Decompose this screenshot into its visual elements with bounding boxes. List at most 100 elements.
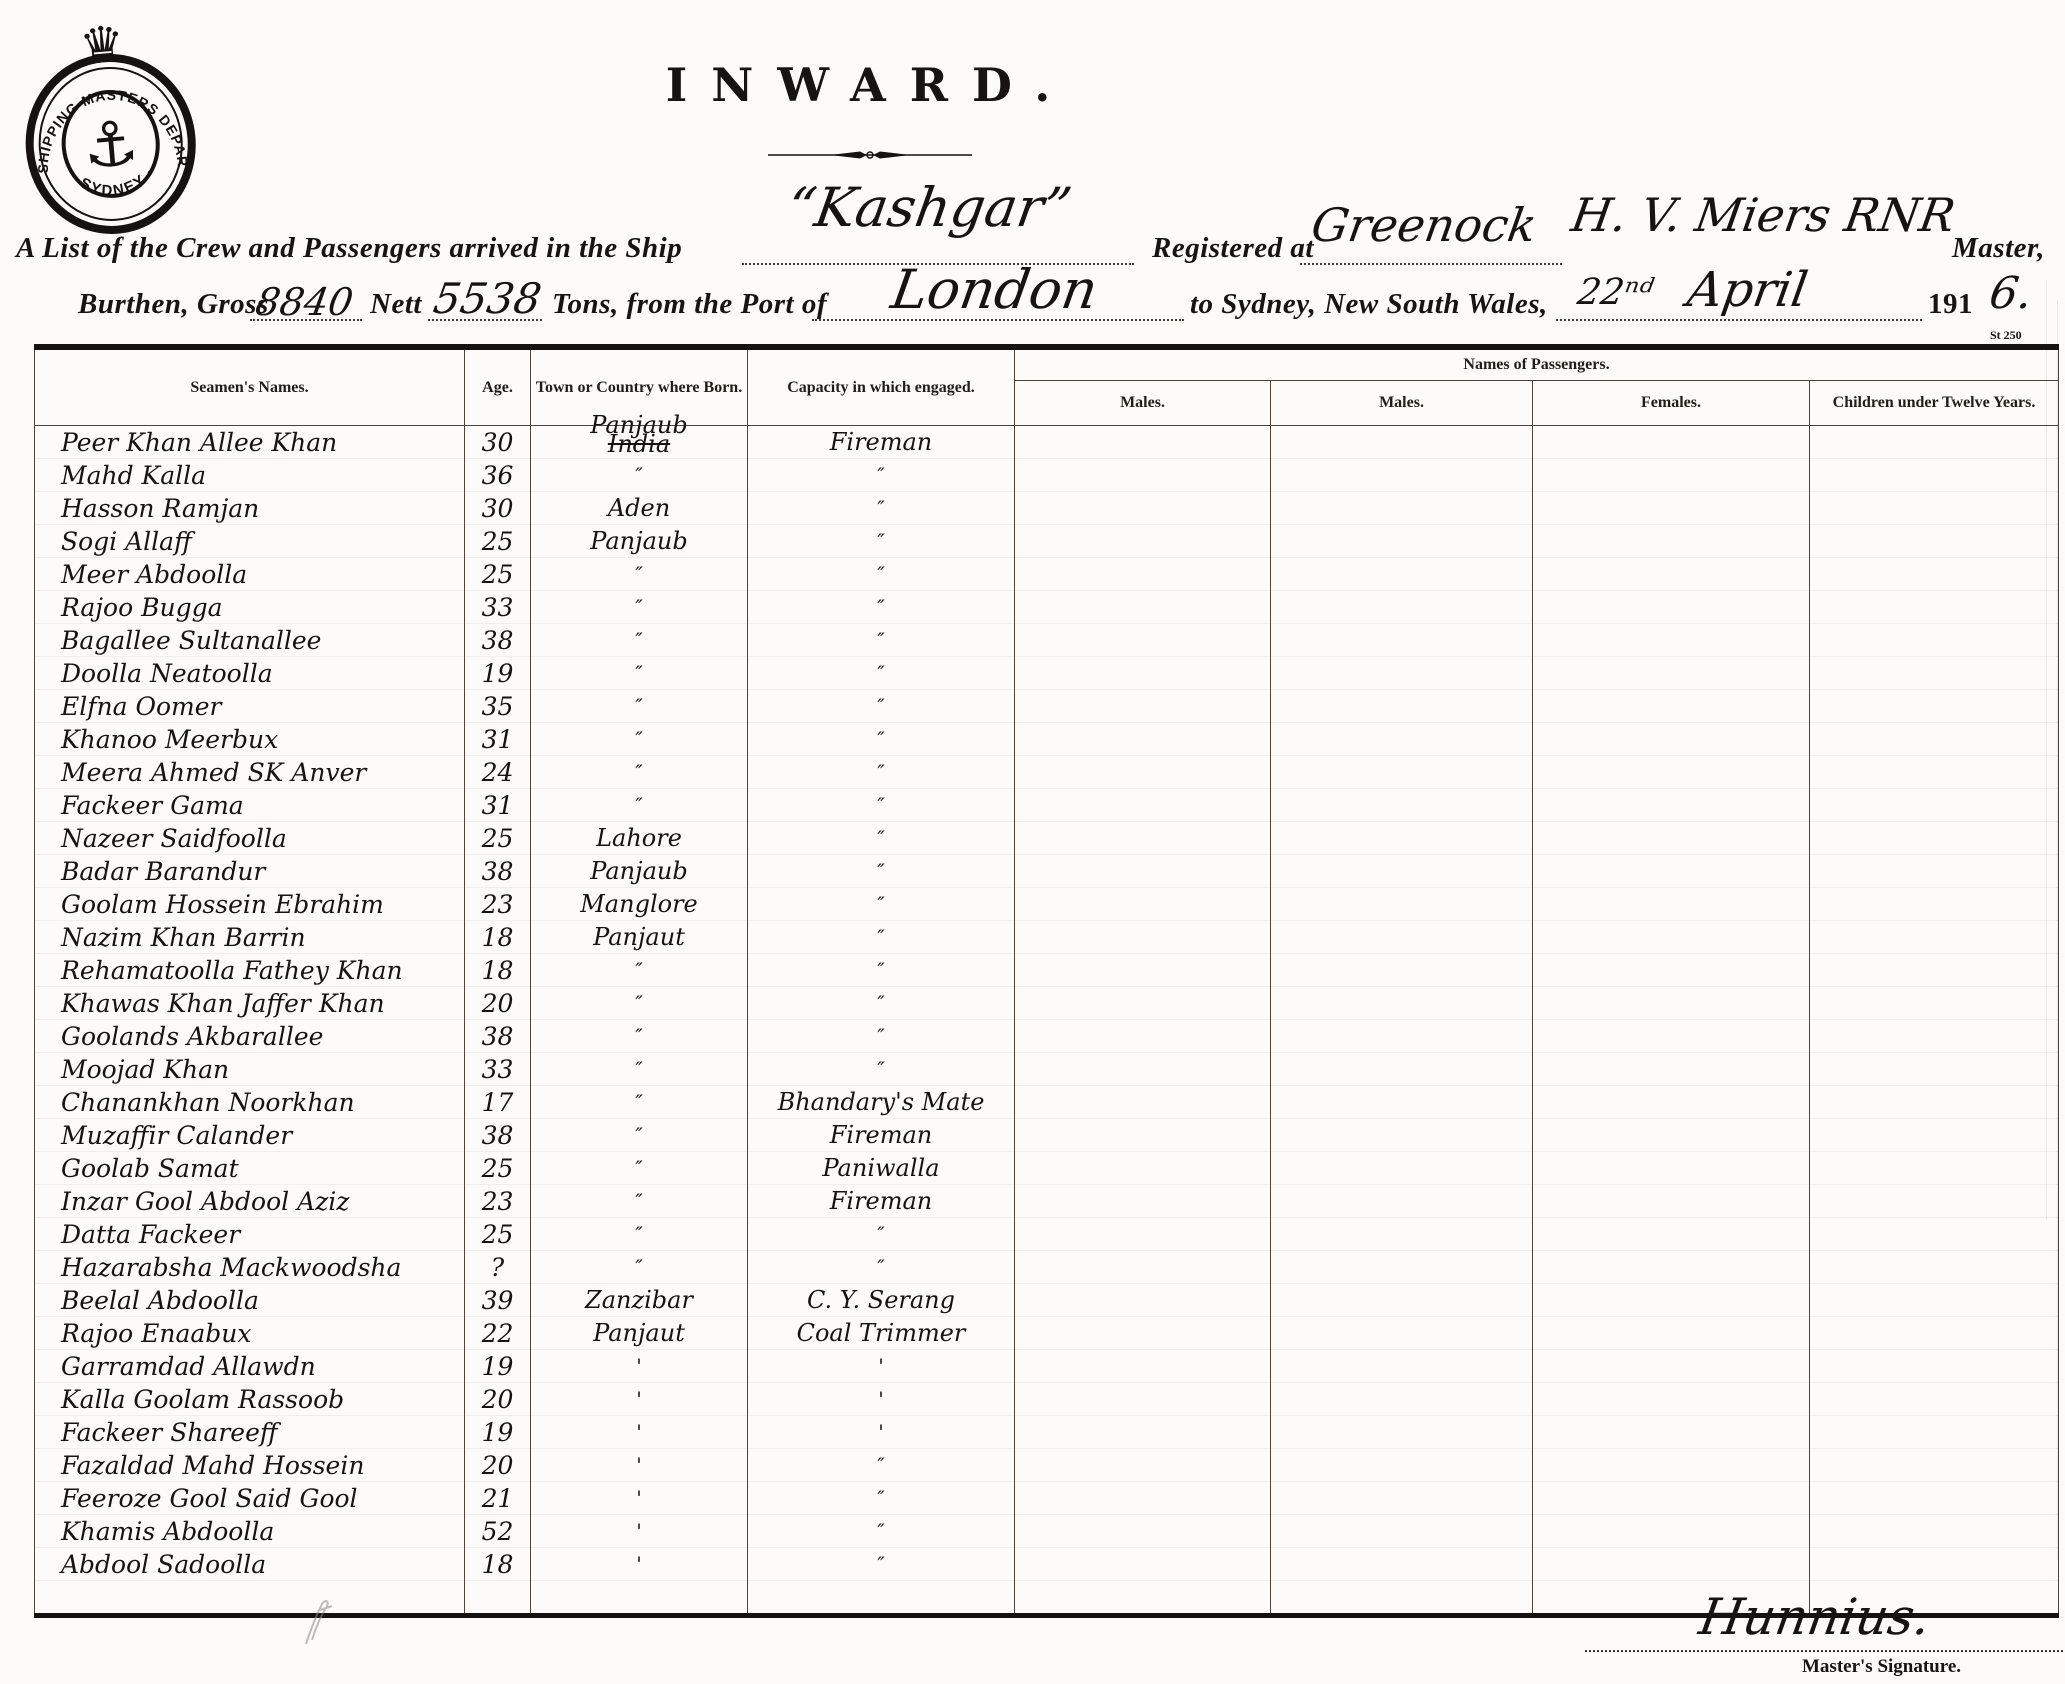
passenger-cell <box>1014 1448 1271 1482</box>
passenger-cell <box>1270 854 1533 888</box>
passenger-cell <box>1532 1316 1810 1350</box>
passenger-cell <box>1808 920 2060 954</box>
list-intro-label: A List of the Crew and Passengers arrive… <box>16 232 683 264</box>
age-cell: 24 <box>464 755 531 789</box>
passenger-cell <box>1014 1250 1271 1284</box>
anchor-icon: ⚓ <box>80 106 142 184</box>
passenger-cell <box>1014 1019 1271 1053</box>
passenger-cell <box>1270 1250 1533 1284</box>
born-cell: ″ <box>530 1019 748 1053</box>
seaman-row: Goolam Hossein Ebrahim 23 Manglore ″ <box>34 887 2060 921</box>
born-cell: Panjaut <box>530 1316 748 1350</box>
passenger-cell <box>1532 1118 1810 1152</box>
seaman-name-cell: Meera Ahmed SK Anver <box>34 755 465 789</box>
passenger-cell <box>1014 557 1271 591</box>
seaman-name-cell: Bagallee Sultanallee <box>34 623 465 657</box>
passenger-cell <box>1532 1217 1810 1251</box>
passenger-cell <box>1808 986 2060 1020</box>
age-cell: 17 <box>464 1085 531 1119</box>
passenger-cell <box>1014 524 1271 558</box>
passenger-cell <box>1270 953 1533 987</box>
passenger-cell <box>1270 1085 1533 1119</box>
born-cell: Lahore <box>530 821 748 855</box>
passenger-cell <box>1270 821 1533 855</box>
col-header-passengers-group: Names of Passengers. <box>1013 346 2060 381</box>
passenger-cell <box>1532 590 1810 624</box>
passenger-cell <box>1532 458 1810 492</box>
passenger-cell <box>1270 920 1533 954</box>
passenger-cell <box>1014 425 1271 459</box>
passenger-cell <box>1808 722 2060 756</box>
born-cell: ″ <box>530 1151 748 1185</box>
age-cell: 35 <box>464 689 531 723</box>
empty-cell <box>530 1580 748 1616</box>
passenger-cell <box>1014 491 1271 525</box>
passenger-cell <box>1014 1415 1271 1449</box>
capacity-cell: ″ <box>747 1217 1015 1251</box>
passenger-cell <box>1532 1085 1810 1119</box>
crown-icon: ♛ <box>77 15 127 77</box>
born-cell: ″ <box>530 689 748 723</box>
passenger-cell <box>1270 1547 1533 1581</box>
passenger-cell <box>1808 1184 2060 1218</box>
passenger-cell <box>1014 1052 1271 1086</box>
seaman-name-cell: Fazaldad Mahd Hossein <box>34 1448 465 1482</box>
born-cell: ″ <box>530 557 748 591</box>
capacity-cell: ″ <box>747 1448 1015 1482</box>
seaman-name-cell: Hazarabsha Mackwoodsha <box>34 1250 465 1284</box>
seaman-row: Rehamatoolla Fathey Khan 18 ″ ″ <box>34 953 2060 987</box>
seaman-name-cell: Elfna Oomer <box>34 689 465 723</box>
passenger-cell <box>1532 1382 1810 1416</box>
seaman-name-cell: Fackeer Shareeff <box>34 1415 465 1449</box>
seaman-row: Bagallee Sultanallee 38 ″ ″ <box>34 623 2060 657</box>
empty-cell <box>1014 1580 1271 1616</box>
capacity-cell: ″ <box>747 689 1015 723</box>
age-cell: 19 <box>464 1349 531 1383</box>
born-cell: ″ <box>530 722 748 756</box>
born-cell: ″ <box>530 953 748 987</box>
seaman-name-cell: Goolands Akbarallee <box>34 1019 465 1053</box>
age-cell: 22 <box>464 1316 531 1350</box>
seaman-name-cell: Abdool Sadoolla <box>34 1547 465 1581</box>
passenger-cell <box>1014 1481 1271 1515</box>
passenger-cell <box>1014 1316 1271 1350</box>
seaman-row: Fackeer Gama 31 ″ ″ <box>34 788 2060 822</box>
seaman-row: Muzaffir Calander 38 ″ Fireman <box>34 1118 2060 1152</box>
seaman-name-cell: Fackeer Gama <box>34 788 465 822</box>
age-cell: 23 <box>464 1184 531 1218</box>
seaman-name-cell: Sogi Allaff <box>34 524 465 558</box>
seaman-name-cell: Meer Abdoolla <box>34 557 465 591</box>
born-cell: ″ <box>530 656 748 690</box>
age-cell: 52 <box>464 1514 531 1548</box>
age-cell: 36 <box>464 458 531 492</box>
empty-cell <box>1532 1580 1810 1616</box>
born-cell: ' <box>530 1349 748 1383</box>
seaman-row: Fackeer Shareeff 19 ' ' <box>34 1415 2060 1449</box>
born-cell: ″ <box>530 1184 748 1218</box>
seaman-row: Khanoo Meerbux 31 ″ ″ <box>34 722 2060 756</box>
seaman-name-cell: Beelal Abdoolla <box>34 1283 465 1317</box>
tons-port-label: Tons, from the Port of <box>552 288 827 320</box>
born-cell: ″ <box>530 1052 748 1086</box>
passenger-cell <box>1532 1052 1810 1086</box>
passenger-cell <box>1808 1019 2060 1053</box>
capacity-cell: C. Y. Serang <box>747 1283 1015 1317</box>
age-cell: 30 <box>464 491 531 525</box>
born-cell: ″ <box>530 590 748 624</box>
seaman-row: Elfna Oomer 35 ″ ″ <box>34 689 2060 723</box>
passenger-cell <box>1270 689 1533 723</box>
gross-value: 8840 <box>252 280 357 324</box>
seaman-row: Chanankhan Noorkhan 17 ″ Bhandary's Mate <box>34 1085 2060 1119</box>
passenger-cell <box>1270 986 1533 1020</box>
passenger-cell <box>1532 1448 1810 1482</box>
passenger-cell <box>1808 1547 2060 1581</box>
age-cell: 38 <box>464 1019 531 1053</box>
col-header-males-1: Males. <box>1014 380 1271 426</box>
col-header-age: Age. <box>464 346 531 426</box>
passenger-cell <box>1532 986 1810 1020</box>
seaman-name-cell: Goolab Samat <box>34 1151 465 1185</box>
seaman-name-cell: Badar Barandur <box>34 854 465 888</box>
capacity-cell: ″ <box>747 623 1015 657</box>
born-cell: ″ <box>530 1217 748 1251</box>
crew-table-body: Peer Khan Allee Khan 30 Panjaub India Firema… <box>34 413 2060 1616</box>
